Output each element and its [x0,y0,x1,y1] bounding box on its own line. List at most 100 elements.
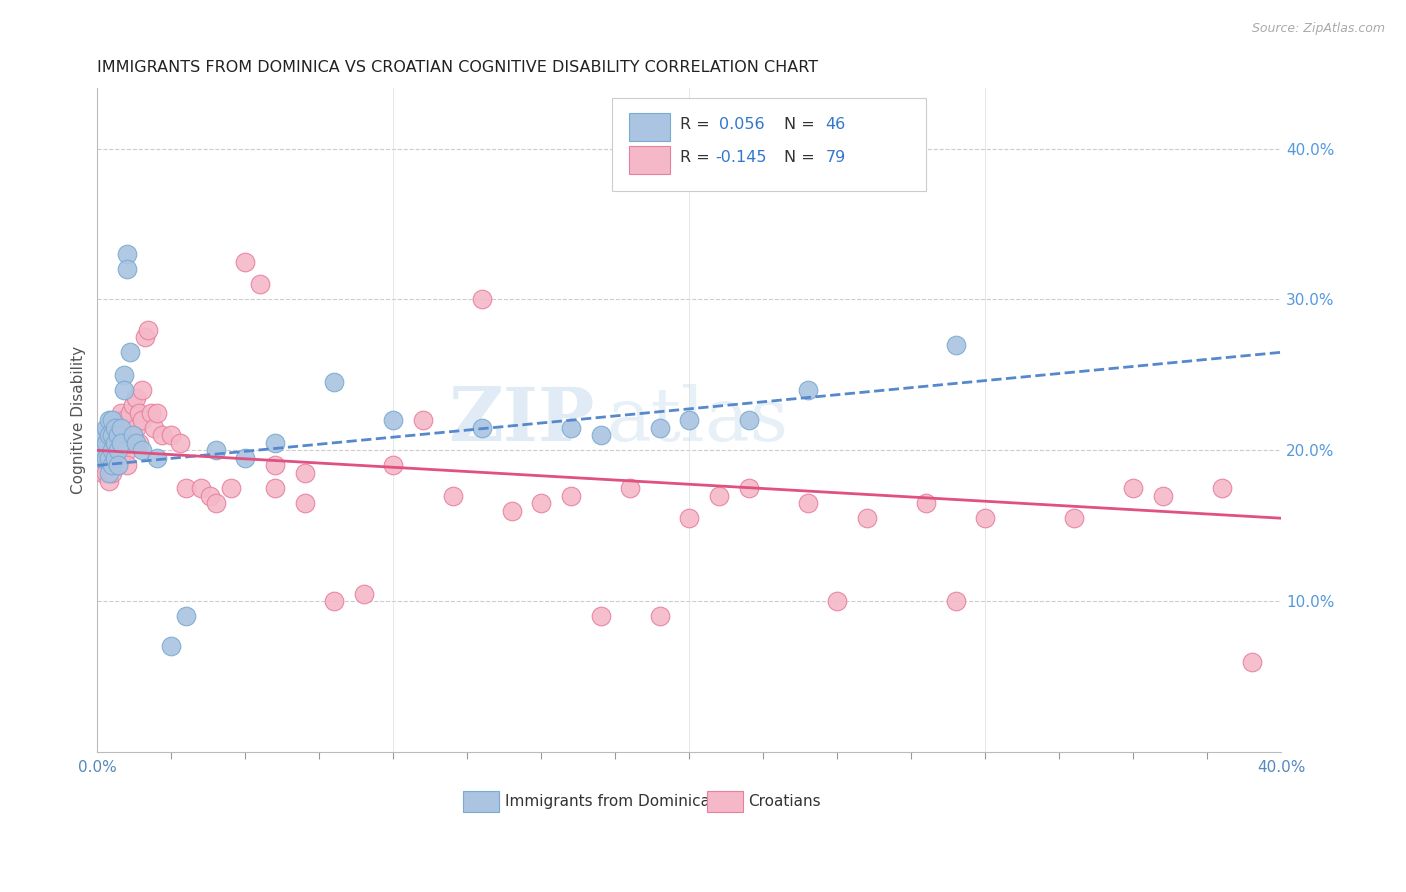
Point [122,428,145,442]
Point [98,450,121,465]
Point [91,443,114,458]
Point [915,496,938,510]
Point [190,481,212,495]
Point [96,435,118,450]
Text: 0.056: 0.056 [718,117,765,132]
FancyBboxPatch shape [613,98,927,191]
Point [101,443,124,458]
Point [115,443,138,458]
Point [125,391,148,405]
Point [107,428,129,442]
Point [118,345,141,359]
Point [101,428,124,442]
FancyBboxPatch shape [707,791,742,813]
Text: 46: 46 [825,117,846,132]
Point [131,413,153,427]
Point [107,413,129,427]
Point [471,293,494,307]
Point [131,443,153,458]
Point [128,435,150,450]
Point [104,420,127,434]
Point [98,450,121,465]
Point [131,383,153,397]
Point [89,458,111,473]
Y-axis label: Cognitive Disability: Cognitive Disability [72,346,86,494]
Text: N =: N = [785,150,815,165]
Text: atlas: atlas [606,384,789,457]
Point [98,466,121,480]
FancyBboxPatch shape [463,791,499,813]
Point [110,406,132,420]
Point [115,262,138,277]
Point [1152,489,1174,503]
Point [1122,481,1144,495]
Text: 79: 79 [825,150,846,165]
Point [110,420,132,434]
Point [125,420,148,434]
Point [89,450,111,465]
Text: N =: N = [785,117,815,132]
Point [974,511,997,525]
Point [797,383,820,397]
Text: -0.145: -0.145 [716,150,766,165]
Point [530,496,553,510]
Point [115,458,138,473]
Point [101,466,124,480]
Point [98,413,121,427]
Point [104,450,127,465]
Point [219,481,242,495]
Point [96,420,118,434]
Point [115,420,138,434]
Point [856,511,879,525]
Point [96,435,118,450]
Point [737,413,759,427]
Point [98,428,121,442]
Point [648,420,671,434]
Text: Immigrants from Dominica: Immigrants from Dominica [505,795,710,809]
Point [152,428,174,442]
Point [560,420,582,434]
Point [91,466,114,480]
Point [589,609,612,624]
Point [145,450,167,465]
Point [678,511,700,525]
Point [136,323,159,337]
Point [707,489,730,503]
Point [110,435,132,450]
Point [112,413,135,427]
Point [112,368,135,382]
Point [104,443,127,458]
Point [204,443,226,458]
Point [827,594,849,608]
Point [619,481,641,495]
Point [104,420,127,434]
Point [134,330,156,344]
Point [96,450,118,465]
Text: Source: ZipAtlas.com: Source: ZipAtlas.com [1251,22,1385,36]
Text: R =: R = [681,150,710,165]
Point [204,496,226,510]
Point [125,435,148,450]
Point [110,428,132,442]
Point [1240,655,1263,669]
Text: Croatians: Croatians [748,795,821,809]
FancyBboxPatch shape [628,112,671,141]
Point [1063,511,1085,525]
Point [294,496,316,510]
Point [128,406,150,420]
Point [945,337,967,351]
Point [101,450,124,465]
Point [1211,481,1233,495]
Point [235,450,257,465]
Point [160,640,183,654]
Text: R =: R = [681,117,710,132]
Point [353,587,375,601]
Point [174,481,197,495]
Text: ZIP: ZIP [449,384,595,457]
Point [323,376,346,390]
Point [122,428,145,442]
Point [198,489,221,503]
Point [91,443,114,458]
Point [104,435,127,450]
Point [118,406,141,420]
